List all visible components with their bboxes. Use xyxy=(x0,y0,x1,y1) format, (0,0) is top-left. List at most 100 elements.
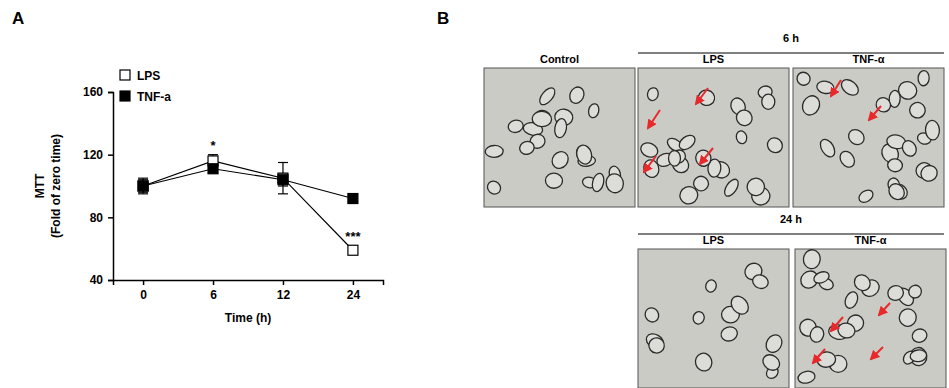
arrow xyxy=(648,110,660,128)
panel-label: B xyxy=(437,9,449,28)
error-bar xyxy=(278,163,288,194)
x-tick: 0 xyxy=(140,280,147,302)
arrow xyxy=(869,106,881,120)
cell xyxy=(677,184,700,207)
cell xyxy=(735,130,748,145)
y-tick: 120 xyxy=(83,148,113,162)
plot-marks xyxy=(138,155,358,256)
cell xyxy=(693,351,714,373)
y-tick: 160 xyxy=(83,85,113,99)
cell xyxy=(733,107,755,129)
cell xyxy=(567,85,586,106)
figure: AB4080120160061224Time (h)MTT(Fold of ze… xyxy=(0,0,949,388)
y-axis-title: (Fold of zero time) xyxy=(49,134,63,238)
error-cap xyxy=(278,193,288,194)
marker xyxy=(208,164,218,174)
x-tick: 12 xyxy=(277,280,291,302)
series-line xyxy=(143,169,353,199)
cell xyxy=(887,158,903,173)
series-line xyxy=(143,161,353,250)
image-label: LPS xyxy=(703,53,724,65)
cell xyxy=(911,327,929,344)
error-cap xyxy=(138,193,148,194)
micrograph xyxy=(484,68,635,207)
y-axis: 40 80 120 160 xyxy=(83,85,114,287)
x-tick-mark xyxy=(353,280,355,285)
cell xyxy=(746,177,765,196)
micrograph xyxy=(795,249,946,388)
cell xyxy=(900,138,919,158)
cell xyxy=(648,337,665,354)
cell xyxy=(722,177,741,199)
image-label: LPS xyxy=(703,234,724,246)
cell xyxy=(836,321,856,339)
cell xyxy=(549,148,572,171)
cell xyxy=(575,143,594,166)
cell xyxy=(925,120,940,141)
error-cap xyxy=(138,179,148,180)
error-bar xyxy=(278,173,288,186)
cell xyxy=(518,139,536,156)
group-title: 6 h xyxy=(783,32,799,44)
group-rule xyxy=(638,53,944,54)
cell xyxy=(918,70,930,86)
x-axis: 0 6 12 24 xyxy=(114,280,384,302)
cell xyxy=(760,352,783,374)
legend-label: LPS xyxy=(137,69,160,83)
cell xyxy=(728,293,752,318)
cell xyxy=(553,118,568,139)
image-frame xyxy=(793,68,944,207)
cell xyxy=(851,272,873,294)
y-axis-line xyxy=(108,93,114,281)
cell xyxy=(532,111,552,127)
x-tick-label: 6 xyxy=(210,288,217,302)
x-tick-mark xyxy=(283,280,285,285)
micrograph xyxy=(638,249,789,388)
arrow xyxy=(700,148,713,164)
x-tick: 24 xyxy=(347,280,361,302)
marker xyxy=(348,194,358,204)
y-tick-mark xyxy=(108,280,113,282)
y-tick-label: 40 xyxy=(90,273,104,287)
cell xyxy=(694,148,713,168)
arrow xyxy=(871,347,883,359)
cell xyxy=(886,181,908,203)
x-tick-mark xyxy=(213,280,215,285)
cell xyxy=(751,272,771,290)
cell xyxy=(642,305,661,324)
error-cap xyxy=(138,178,148,179)
image-label: Control xyxy=(540,53,579,65)
cell xyxy=(668,150,680,166)
cell xyxy=(808,325,825,344)
legend-marker xyxy=(120,91,130,101)
cell xyxy=(794,70,812,88)
micrograph xyxy=(793,68,944,207)
cell xyxy=(908,100,928,120)
x-tick-label: 24 xyxy=(347,288,361,302)
y-tick-mark xyxy=(108,217,113,219)
cell xyxy=(885,283,905,303)
cell xyxy=(537,85,558,107)
annotation: * xyxy=(210,138,216,153)
image-frame xyxy=(795,249,946,388)
cell xyxy=(692,310,706,325)
y-tick-mark xyxy=(108,92,113,94)
marker xyxy=(138,181,148,191)
group-rule xyxy=(638,234,944,235)
y-axis-title: MTT xyxy=(33,173,47,198)
image-frame xyxy=(638,68,789,207)
cell xyxy=(838,77,861,99)
cell xyxy=(638,140,660,160)
cell xyxy=(532,108,554,129)
cell xyxy=(817,137,837,160)
error-bar xyxy=(138,178,148,194)
cell xyxy=(507,119,524,135)
cell xyxy=(906,283,924,301)
x-tick-mark xyxy=(143,280,145,285)
cell xyxy=(816,351,836,368)
y-tick-label: 80 xyxy=(90,211,104,225)
arrow xyxy=(879,303,890,315)
image-frame xyxy=(638,249,789,388)
cell xyxy=(485,145,503,157)
cell xyxy=(762,94,775,109)
